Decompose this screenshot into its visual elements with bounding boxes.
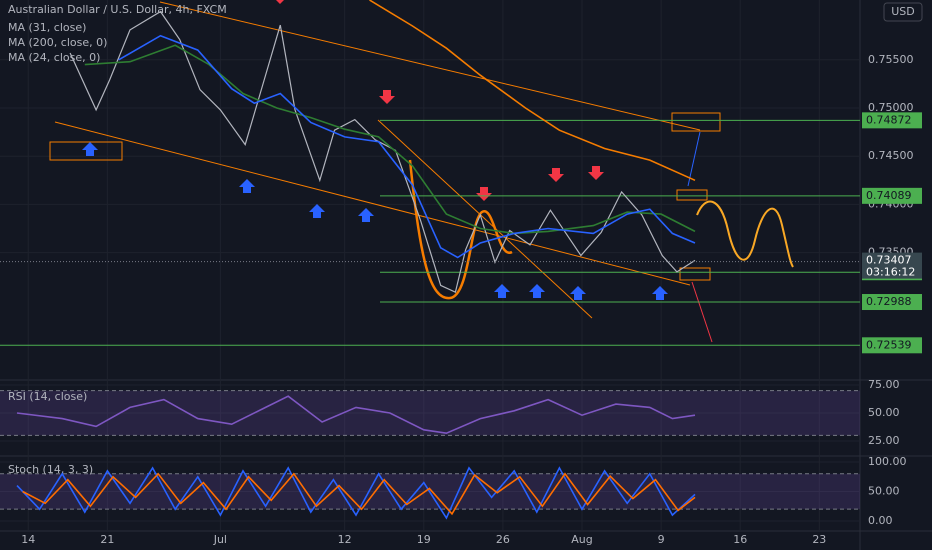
buy-arrow <box>358 208 374 222</box>
x-tick-label: 23 <box>812 533 826 546</box>
x-tick-label: Aug <box>571 533 592 546</box>
zone-box <box>49 141 123 161</box>
y-tick-label: 0.74500 <box>868 149 914 162</box>
y-tick-label: 100.00 <box>868 455 907 468</box>
pattern-curve <box>408 159 513 300</box>
y-tick-label: 0.75000 <box>868 101 914 114</box>
buy-arrow <box>529 284 545 298</box>
x-tick-label: 26 <box>496 533 510 546</box>
projection-arrow <box>687 131 701 187</box>
series-line <box>16 395 696 435</box>
chart-title: Australian Dollar / U.S. Dollar, 4h, FXC… <box>8 3 227 16</box>
sell-arrow <box>276 0 284 4</box>
x-tick-label: 19 <box>417 533 431 546</box>
level-label: 0.74872 <box>866 113 912 126</box>
level-label-box <box>862 294 922 311</box>
y-tick-label: 75.00 <box>868 378 900 391</box>
sell-arrow <box>379 90 395 104</box>
legend-entry: MA (24, close, 0) <box>8 51 100 64</box>
sell-arrow <box>476 187 492 201</box>
pane-title: RSI (14, close) <box>8 390 87 403</box>
drawings <box>49 1 794 343</box>
currency-box <box>883 2 923 22</box>
series-line <box>22 472 696 516</box>
trend-line <box>377 119 593 319</box>
trend-line <box>159 1 701 131</box>
trend-line <box>54 121 691 286</box>
band-fill <box>0 390 860 436</box>
series-line <box>84 44 696 235</box>
x-tick-label: 16 <box>733 533 747 546</box>
currency: USD <box>891 5 915 18</box>
projection-wave <box>696 200 794 268</box>
y-tick-label: 25.00 <box>868 434 900 447</box>
buy-arrow <box>309 204 325 218</box>
y-tick-label: 50.00 <box>868 484 900 497</box>
zone-box <box>676 189 708 201</box>
projection-arrow <box>691 281 713 343</box>
pane-title: Stoch (14, 3, 3) <box>8 463 93 476</box>
series-line <box>369 0 696 182</box>
buy-arrow <box>82 142 98 156</box>
buy-arrow <box>239 179 255 193</box>
x-tick-label: Jul <box>213 533 227 546</box>
buy-arrow <box>570 286 586 300</box>
legend-entry: MA (200, close, 0) <box>8 36 107 49</box>
level-label: 0.74089 <box>866 189 912 202</box>
buy-arrow <box>494 284 510 298</box>
level-label: 0.72539 <box>866 338 912 351</box>
last-price: 0.73407 <box>866 254 912 267</box>
zone-box <box>671 112 721 132</box>
x-tick-label: 14 <box>21 533 35 546</box>
sell-arrow <box>588 166 604 180</box>
arrows <box>82 0 668 300</box>
series-line <box>118 34 696 259</box>
series-line <box>16 466 696 520</box>
last-price-box <box>862 252 922 279</box>
sell-arrow <box>548 168 564 182</box>
y-tick-label: 0.75500 <box>868 53 914 66</box>
level-label-box <box>862 112 922 129</box>
level-label-box <box>862 187 922 204</box>
x-tick-label: 21 <box>100 533 114 546</box>
x-tick-label: 9 <box>658 533 665 546</box>
zone-box <box>679 267 711 281</box>
x-tick-label: 12 <box>338 533 352 546</box>
y-tick-label: 50.00 <box>868 406 900 419</box>
countdown: 03:16:12 <box>866 266 915 279</box>
legend-entry: MA (31, close) <box>8 21 86 34</box>
level-label-box <box>862 337 922 354</box>
y-tick-label: 0.00 <box>868 514 893 527</box>
level-label: 0.72988 <box>866 295 912 308</box>
buy-arrow <box>652 286 668 300</box>
